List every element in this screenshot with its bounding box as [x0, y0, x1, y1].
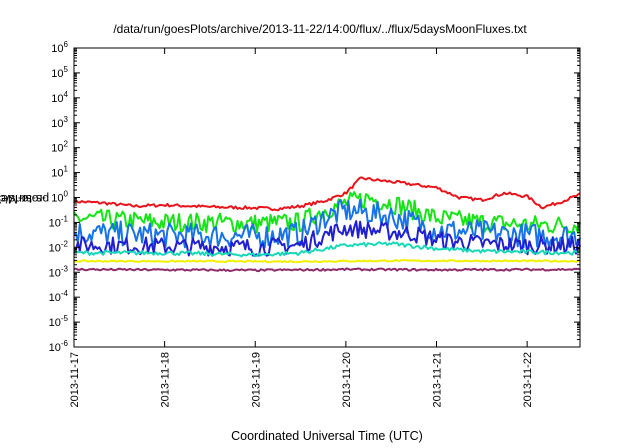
tick-layer: 10-6 10-5 10-4 10-3 10-2 10-1 100 101 102 103 104 1… — [49, 40, 580, 407]
series-line-1 — [73, 176, 581, 212]
y-tick-label: 10-5 — [49, 314, 69, 329]
x-tick-label: 2013-11-17 — [69, 352, 81, 407]
series-line-2 — [73, 191, 581, 235]
x-tick-label: 2013-11-21 — [432, 352, 444, 407]
y-tick-label: 103 — [51, 115, 68, 130]
series-line-5 — [73, 241, 581, 258]
x-tick-label: 2013-11-22 — [522, 352, 534, 407]
y-tick-label: 106 — [51, 40, 68, 55]
y-tick-label: 101 — [51, 165, 68, 180]
series-line-7 — [74, 267, 581, 273]
y-axis-label-rest: -s-sr-MeV — [0, 192, 46, 207]
x-tick-label: 2013-11-19 — [250, 352, 262, 407]
y-tick-label: 10-3 — [49, 264, 69, 279]
series-line-6 — [73, 259, 581, 264]
chart-title: /data/run/goesPlots/archive/2013-11-22/1… — [113, 22, 527, 36]
y-tick-label: 10-4 — [49, 289, 69, 304]
y-tick-label: 10-6 — [49, 339, 69, 354]
y-tick-label: 105 — [51, 65, 68, 80]
x-axis-label: Coordinated Universal Time (UTC) — [231, 429, 423, 443]
series-layer — [73, 176, 581, 273]
x-tick-label: 2013-11-18 — [160, 352, 172, 407]
y-tick-label: 102 — [51, 140, 68, 155]
series-line-4 — [73, 220, 581, 257]
y-tick-label: 10-2 — [49, 239, 69, 254]
y-tick-label: 10-1 — [49, 214, 69, 229]
x-tick-label: 2013-11-20 — [341, 352, 353, 407]
y-tick-label: 100 — [51, 190, 68, 205]
y-tick-label: 104 — [51, 90, 68, 105]
plot-frame — [73, 47, 581, 348]
series-line-3 — [73, 198, 581, 249]
